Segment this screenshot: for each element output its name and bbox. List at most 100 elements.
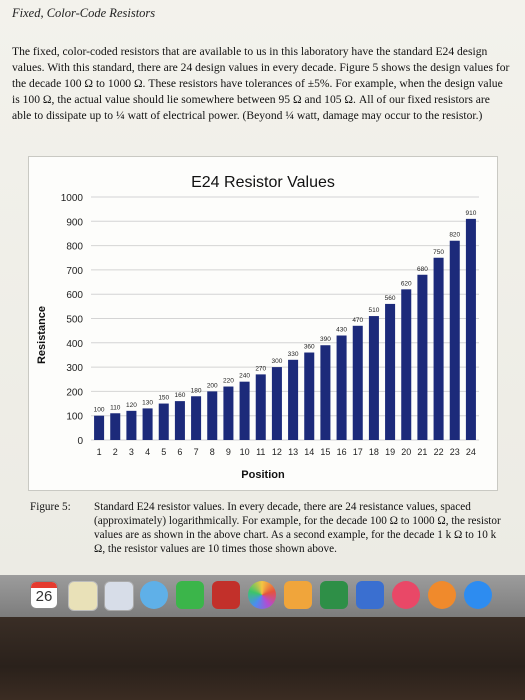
bar	[320, 345, 331, 440]
x-tick-label: 14	[304, 447, 314, 457]
music-app-icon[interactable]	[392, 581, 420, 609]
bar-value-label: 300	[271, 358, 282, 365]
calendar-day: 26	[35, 588, 53, 605]
facetime-app-icon[interactable]	[176, 581, 204, 609]
x-tick-label: 19	[385, 447, 395, 457]
bar-value-label: 150	[158, 395, 169, 402]
bar	[401, 289, 412, 440]
caption-label: Figure 5:	[30, 501, 71, 513]
bar	[385, 303, 396, 440]
y-tick-label: 700	[66, 266, 83, 277]
bar-value-label: 270	[255, 365, 266, 372]
bar-value-label: 750	[433, 249, 444, 256]
y-tick-label: 1000	[61, 193, 84, 204]
caption-text: Standard E24 resistor values. In every d…	[94, 501, 501, 555]
chart-title: E24 Resistor Values	[191, 174, 335, 191]
bar	[239, 381, 250, 440]
x-tick-label: 18	[369, 447, 379, 457]
x-tick-label: 23	[450, 447, 460, 457]
y-tick-label: 100	[66, 412, 83, 423]
screen: Fixed, Color-Code Resistors The fixed, c…	[0, 0, 525, 575]
bar-value-label: 200	[207, 382, 218, 389]
x-tick-label: 15	[320, 447, 330, 457]
bar-value-label: 820	[449, 232, 460, 239]
x-tick-label: 22	[434, 447, 444, 457]
bar-value-label: 130	[142, 399, 153, 406]
bar-value-label: 360	[304, 344, 315, 351]
x-tick-label: 1	[97, 447, 102, 457]
section-title: Fixed, Color-Code Resistors	[12, 6, 156, 20]
x-tick-label: 24	[466, 447, 476, 457]
y-tick-label: 400	[66, 339, 83, 350]
notes-app-icon[interactable]	[68, 581, 98, 611]
x-tick-label: 9	[226, 447, 231, 457]
bar	[207, 391, 218, 440]
bar-value-label: 180	[191, 387, 202, 394]
y-tick-label: 0	[77, 436, 83, 447]
x-tick-label: 17	[353, 447, 363, 457]
messages-app-icon[interactable]	[140, 581, 168, 609]
bar-value-label: 120	[126, 402, 137, 409]
bar	[126, 410, 137, 440]
y-tick-label: 200	[66, 387, 83, 398]
x-tick-label: 4	[145, 447, 150, 457]
bar	[158, 403, 169, 440]
numbers-app-icon[interactable]	[320, 581, 348, 609]
bar	[142, 408, 153, 440]
app-store-icon[interactable]	[464, 581, 492, 609]
x-tick-label: 7	[194, 447, 199, 457]
x-axis-label: Position	[241, 469, 285, 481]
bar	[417, 274, 428, 440]
bar	[465, 218, 476, 440]
bar-value-label: 240	[239, 373, 250, 380]
y-tick-label: 900	[66, 217, 83, 228]
x-tick-label: 13	[288, 447, 298, 457]
x-tick-label: 3	[129, 447, 134, 457]
x-tick-label: 11	[256, 447, 265, 457]
bar-value-label: 220	[223, 378, 234, 385]
calendar-app-icon[interactable]: 26	[30, 581, 58, 609]
photos-app-icon[interactable]	[248, 581, 276, 609]
x-tick-label: 8	[210, 447, 215, 457]
keynote-app-icon[interactable]	[356, 581, 384, 609]
bar-value-label: 510	[368, 307, 379, 314]
bar	[271, 367, 282, 440]
bar-value-label: 680	[417, 266, 428, 273]
bar	[288, 359, 299, 440]
bar	[449, 240, 460, 440]
bar	[336, 335, 347, 440]
x-tick-label: 10	[240, 447, 250, 457]
x-tick-label: 6	[177, 447, 182, 457]
bar	[94, 415, 105, 440]
monitor-bezel	[0, 617, 525, 700]
gridlines	[91, 196, 479, 441]
x-tick-label: 16	[337, 447, 347, 457]
y-tick-label: 800	[66, 242, 83, 253]
y-tick-label: 500	[66, 315, 83, 326]
pages-app-icon[interactable]	[284, 581, 312, 609]
books-app-icon[interactable]	[428, 581, 456, 609]
bar-value-label: 330	[288, 351, 299, 358]
bar-value-labels: 100 110 120 130 150 160 180 200 220 240 270 300 330 3…	[94, 210, 477, 414]
x-tick-label: 12	[272, 447, 282, 457]
calendar-header	[31, 582, 57, 588]
body-paragraph: The fixed, color-coded resistors that ar…	[12, 45, 510, 122]
x-tick-label: 2	[113, 447, 118, 457]
bar	[433, 257, 444, 440]
bar	[304, 352, 315, 440]
bar-value-label: 430	[336, 327, 347, 334]
bars	[94, 218, 476, 440]
y-axis-label: Resistance	[36, 306, 48, 364]
y-tick-label: 300	[66, 363, 83, 374]
bar-value-label: 390	[320, 336, 331, 343]
photo-booth-app-icon[interactable]	[212, 581, 240, 609]
x-tick-label: 20	[401, 447, 411, 457]
bar-value-label: 620	[401, 280, 412, 287]
y-tick-labels: 0 100 200 300 400 500 600 700 800 900 1000	[61, 193, 84, 447]
x-tick-labels: 1 2 3 4 5 6 7 8 9 10 11 12 13 14 15 16 17 18 19 20 21 22 23 24	[97, 447, 476, 457]
bar-value-label: 100	[94, 407, 105, 414]
dock: 26	[0, 575, 525, 617]
preview-app-icon[interactable]	[104, 581, 134, 611]
e24-bar-chart: E24 Resistor Values Resistance Position …	[36, 174, 479, 481]
x-tick-label: 5	[161, 447, 166, 457]
